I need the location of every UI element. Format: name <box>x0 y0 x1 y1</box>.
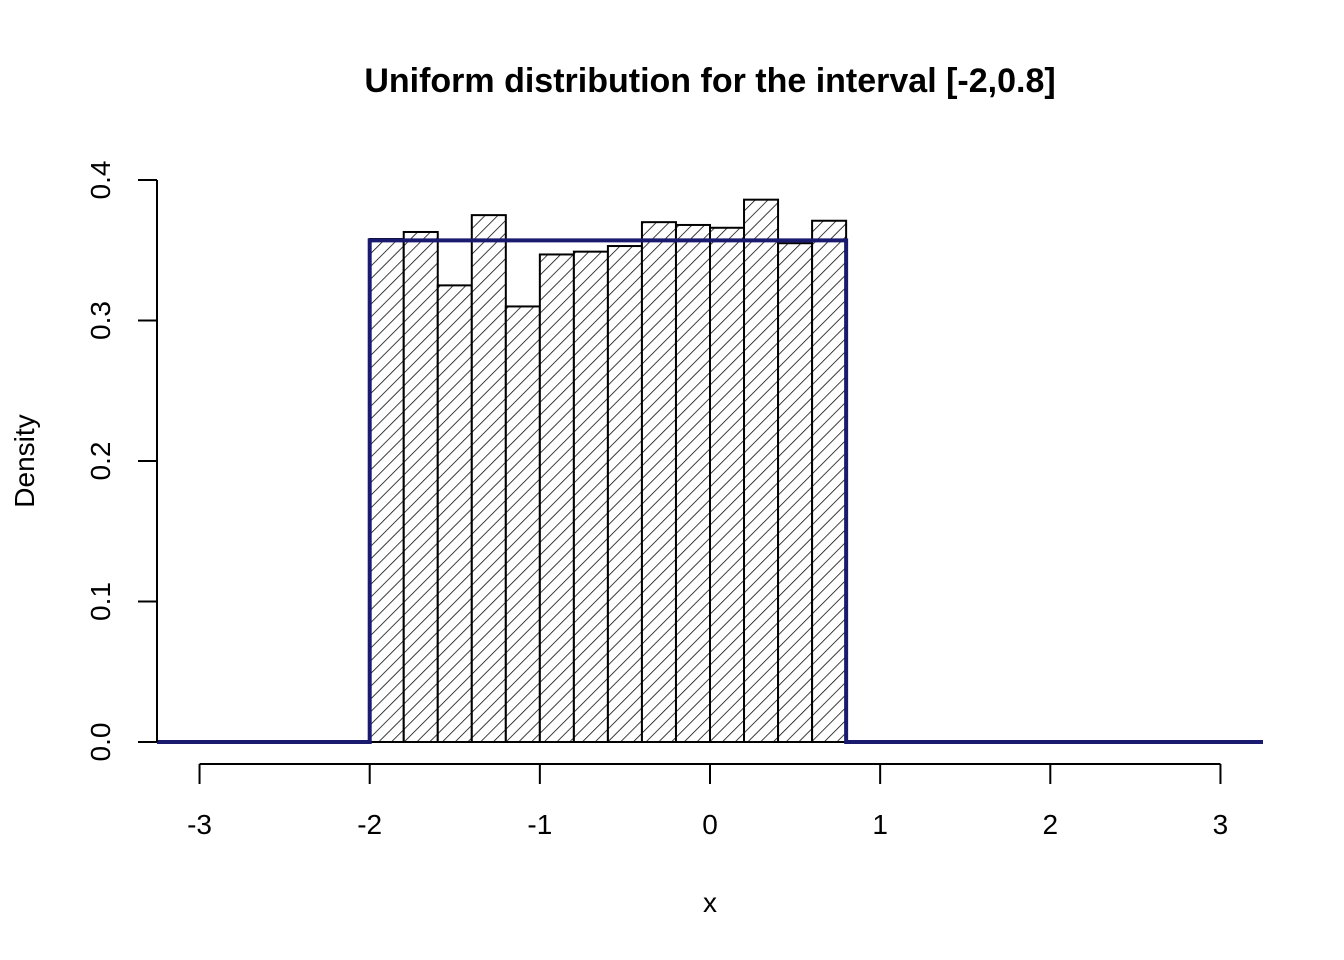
x-tick-label: -2 <box>357 809 382 840</box>
histogram-bar <box>640 221 677 743</box>
x-tick-label: -3 <box>187 809 212 840</box>
density-line <box>157 238 1263 744</box>
y-tick-label: 0.4 <box>85 161 116 200</box>
x-tick-label: 0 <box>702 809 718 840</box>
x-axis: -3 -2 -1 0 1 2 3 <box>187 763 1229 840</box>
histogram-bar <box>709 226 746 743</box>
histogram-bar <box>572 250 609 743</box>
histogram-bar <box>368 238 405 743</box>
histogram-bar <box>538 253 575 743</box>
histogram-bar <box>777 242 814 743</box>
histogram-bar <box>504 305 541 743</box>
y-axis: 0.0 0.1 0.2 0.3 0.4 <box>85 161 158 762</box>
y-tick-label: 0.2 <box>85 442 116 481</box>
x-axis-label: x <box>703 887 717 918</box>
histogram-bar <box>402 230 439 744</box>
histogram-bar <box>674 223 712 743</box>
x-tick-label: 3 <box>1213 809 1229 840</box>
histogram-bar <box>436 284 473 743</box>
histogram-bars <box>368 198 848 744</box>
x-tick-label: -1 <box>527 809 552 840</box>
y-tick-label: 0.0 <box>85 723 116 762</box>
histogram-bar <box>470 214 507 743</box>
y-axis-label: Density <box>9 414 40 507</box>
x-tick-label: 2 <box>1043 809 1059 840</box>
x-tick-label: 1 <box>872 809 888 840</box>
histogram-bar <box>606 245 643 743</box>
y-tick-label: 0.3 <box>85 301 116 340</box>
histogram-bar <box>811 219 848 743</box>
chart-title: Uniform distribution for the interval [-… <box>364 62 1055 100</box>
y-tick-label: 0.1 <box>85 582 116 621</box>
histogram-bar <box>743 198 780 744</box>
